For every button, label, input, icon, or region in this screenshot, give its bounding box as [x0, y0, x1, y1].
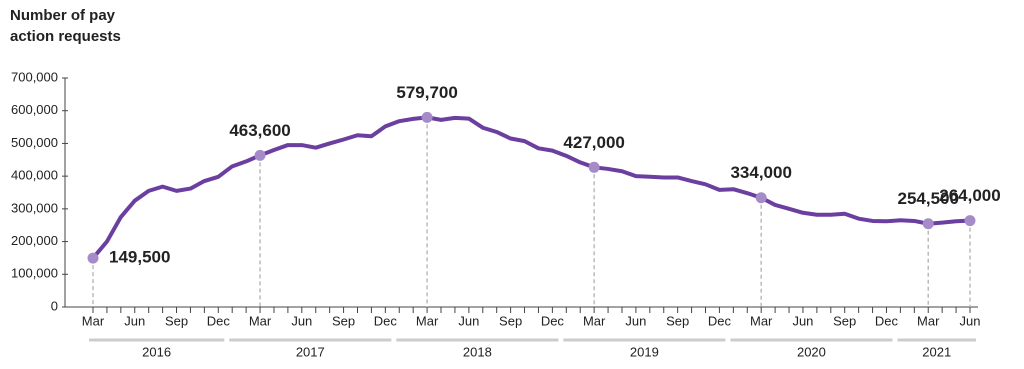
x-tick-label: Jun [625, 313, 646, 328]
value-label: 463,600 [229, 121, 290, 140]
point [964, 215, 976, 227]
year-label: 2017 [296, 344, 325, 359]
x-tick-label: Dec [374, 313, 398, 328]
y-tick-label: 700,000 [11, 69, 58, 84]
value-label: 264,000 [939, 186, 1000, 205]
y-axis-label: action requests [10, 28, 121, 45]
year-label: 2021 [922, 344, 951, 359]
point [755, 192, 767, 204]
point [588, 161, 600, 173]
x-tick-label: Jun [458, 313, 479, 328]
x-tick-label: Sep [165, 313, 188, 328]
x-tick-label: Jun [291, 313, 312, 328]
x-tick-label: Dec [875, 313, 899, 328]
x-tick-label: Mar [750, 313, 773, 328]
x-tick-label: Mar [249, 313, 272, 328]
x-tick-label: Sep [332, 313, 355, 328]
point [421, 111, 433, 123]
y-tick-label: 0 [51, 298, 58, 313]
value-label: 254,500 [898, 189, 959, 208]
x-tick-label: Mar [917, 313, 940, 328]
y-axis-label: Number of pay [10, 7, 116, 24]
value-label: 579,700 [396, 83, 457, 102]
year-label: 2019 [630, 344, 659, 359]
x-tick-label: Sep [833, 313, 856, 328]
value-label: 334,000 [730, 163, 791, 182]
x-tick-label: Dec [207, 313, 231, 328]
x-tick-label: Mar [416, 313, 439, 328]
x-tick-label: Jun [960, 313, 981, 328]
x-tick-label: Dec [708, 313, 732, 328]
value-label: 149,500 [109, 248, 170, 267]
year-label: 2018 [463, 344, 492, 359]
y-tick-label: 500,000 [11, 135, 58, 150]
y-tick-label: 100,000 [11, 266, 58, 281]
line [91, 115, 971, 260]
year-label: 2016 [142, 344, 171, 359]
y-tick-label: 400,000 [11, 168, 58, 183]
x-tick-label: Jun [792, 313, 813, 328]
x-tick-label: Mar [82, 313, 105, 328]
point [254, 149, 266, 161]
x-tick-label: Sep [499, 313, 522, 328]
y-tick-label: 200,000 [11, 233, 58, 248]
x-tick-label: Mar [583, 313, 606, 328]
point [87, 252, 99, 264]
point [922, 218, 934, 230]
x-tick-label: Jun [124, 313, 145, 328]
x-tick-label: Sep [666, 313, 689, 328]
y-tick-label: 300,000 [11, 200, 58, 215]
x-tick-label: Dec [541, 313, 565, 328]
value-label: 427,000 [563, 133, 624, 152]
year-label: 2020 [797, 344, 826, 359]
y-tick-label: 600,000 [11, 102, 58, 117]
